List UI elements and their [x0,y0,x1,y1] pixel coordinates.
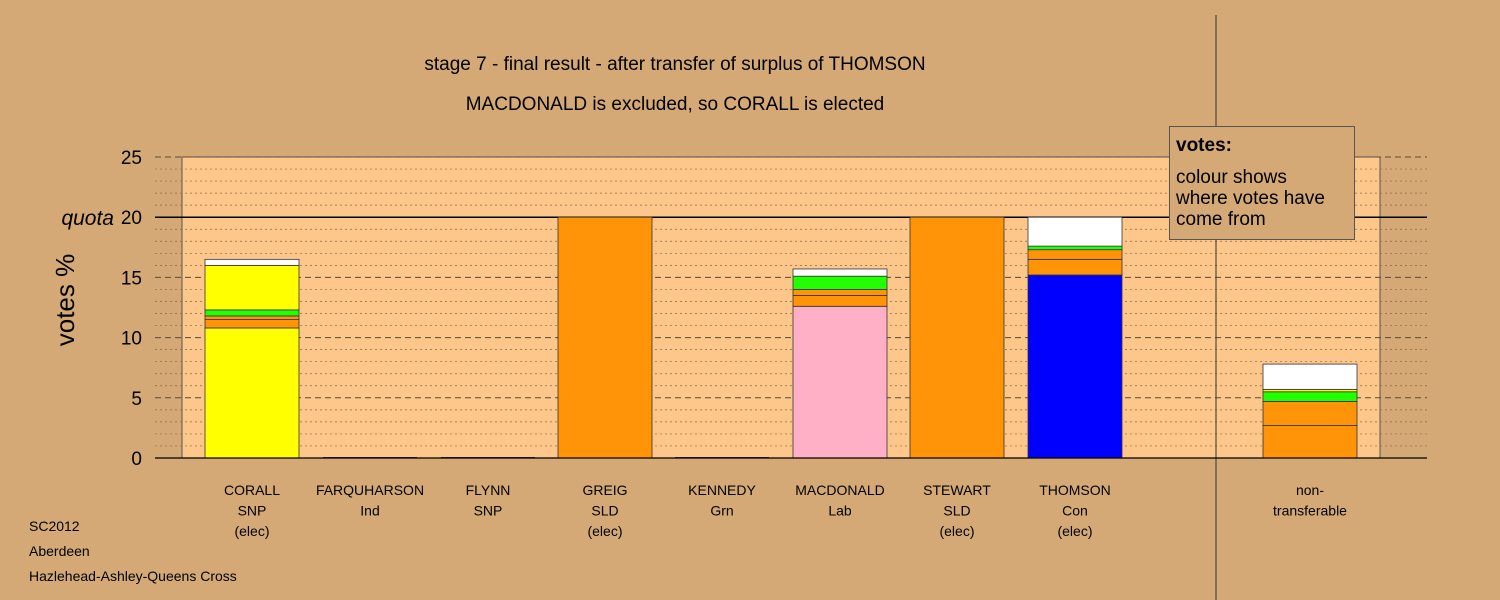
category-label: (elec) [1057,523,1092,539]
legend-text: colour shows where votes have come from [1176,167,1325,230]
bar-segment [1262,401,1358,426]
category-label: (elec) [234,523,269,539]
y-axis-label: votes % [50,253,80,347]
bar-segment [1027,258,1123,276]
bar-segment [204,319,300,329]
category-label: SLD [943,503,970,519]
category-label: transferable [1273,503,1347,519]
category-label: GREIG [582,482,627,498]
y-tick-label: 5 [131,389,142,410]
footer-line-council: Aberdeen [29,543,90,559]
footer-line-election: SC2012 [29,518,80,534]
category-label: Grn [710,503,733,519]
category-label: Ind [360,503,379,519]
quota-label: quota [61,207,114,230]
footer: SC2012 Aberdeen Hazlehead-Ashley-Queens … [29,514,237,589]
category-label: SNP [474,503,503,519]
bar-segment [204,309,300,317]
bar-segment [792,295,888,307]
category-label: SLD [591,503,618,519]
bar-segment [1027,245,1123,251]
bar-segment [204,327,300,459]
bar-segment [1027,216,1123,247]
bar-segment [557,216,653,459]
y-tick-label: 10 [121,329,142,350]
y-tick-label: 0 [131,449,142,470]
bar-segment [1262,425,1358,459]
category-label: CORALL [224,482,280,498]
bar-segment [792,305,888,459]
bar-segment [1262,391,1358,402]
bar-segment [204,258,300,266]
category-label: (elec) [587,523,622,539]
legend-box: votes: colour shows where votes have com… [1169,126,1355,240]
footer-line-ward: Hazlehead-Ashley-Queens Cross [29,568,237,584]
category-label: Con [1062,503,1088,519]
bar-segment [1262,363,1358,390]
category-label: non- [1296,482,1324,498]
bar-segment [1027,274,1123,459]
category-label: THOMSON [1039,482,1111,498]
chart-subtitle: MACDONALD is excluded, so CORALL is elec… [465,94,885,115]
category-label: FLYNN [466,482,511,498]
y-tick-label: 20 [121,208,142,229]
chart-title: stage 7 - final result - after transfer … [424,54,926,75]
category-label: (elec) [939,523,974,539]
y-tick-label: 25 [121,148,142,169]
legend-title: votes: [1176,135,1232,156]
bar-segment [792,268,888,277]
bar-segment [204,264,300,311]
bar-segment [792,289,888,296]
bar-segment [909,216,1005,459]
category-label: KENNEDY [688,482,756,498]
category-label: Lab [828,503,852,519]
bar-segment [1027,249,1123,260]
category-label: STEWART [923,482,991,498]
category-label: MACDONALD [795,482,884,498]
y-tick-label: 15 [121,268,142,289]
bar-segment [204,315,300,320]
category-label: SNP [238,503,267,519]
category-label: FARQUHARSON [316,482,424,498]
bar-segment [792,275,888,290]
